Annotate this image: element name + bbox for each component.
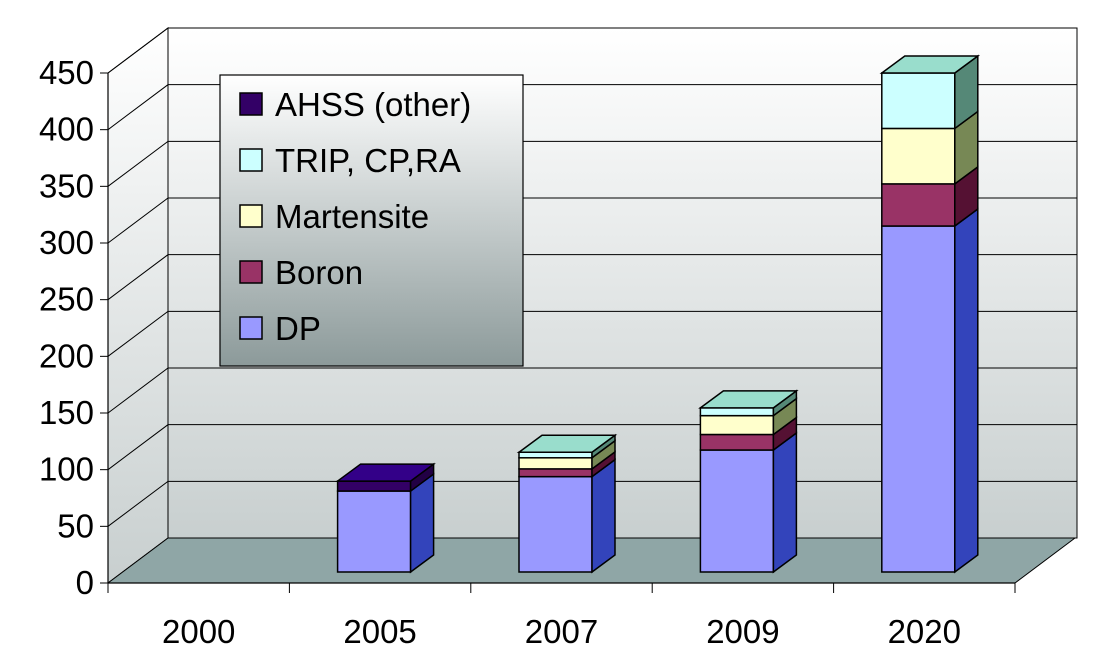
gridline [107,27,1077,74]
axes: 0 50 100 150 200 250 300 350 400 450 2000 2005 2007 2… [39,54,1016,650]
bar-segment [336,480,412,492]
legend-swatch [239,148,263,172]
bars [335,54,981,574]
legend-swatch [239,92,263,116]
bar-side [591,458,616,574]
side-wall [107,27,169,584]
bar-segment [699,433,775,451]
gridline [107,254,1077,301]
gridline [107,367,1077,414]
legend-swatch [239,260,263,284]
bar-segment [881,225,956,573]
y-tick-label: 350 [39,167,94,204]
y-tick-label: 150 [39,394,94,431]
x-tick-label: 2000 [162,613,235,650]
x-tick-label: 2020 [888,613,961,650]
y-tick-label: 450 [39,54,94,91]
legend-label: Martensite [275,198,429,235]
y-tick-label: 250 [39,281,94,318]
legend: AHSS (other) TRIP, CP,RA Martensite Boron DP [219,74,524,367]
y-tick-label: 300 [39,224,94,261]
gridline [107,197,1077,244]
legend-label: TRIP, CP,RA [275,142,461,179]
bar-side [772,431,798,574]
y-tick-label: 100 [39,451,94,488]
bar-top [698,390,799,409]
bar-top [335,463,436,482]
bar-segment [518,468,593,478]
gridlines [107,27,1077,527]
bar-segment [699,407,775,417]
bar-segment [881,127,956,185]
x-tick-label: 2005 [343,613,416,650]
bar-segment [699,414,775,436]
legend-swatch [239,316,263,340]
legend-label: Boron [275,254,363,291]
x-tick-label: 2009 [706,613,779,650]
bar-top [879,55,981,74]
legend-box [219,74,524,367]
gridline [107,140,1077,187]
gridline [107,310,1077,357]
bar-segment [699,449,775,573]
bar-top [516,434,618,453]
bar-segment [518,451,593,459]
y-tick-label: 400 [39,111,94,148]
legend-swatch [239,204,263,228]
bar-segment [336,490,412,573]
x-tick-label: 2007 [525,613,598,650]
legend-label: AHSS (other) [275,86,471,123]
bar-side [954,207,979,574]
y-tick-label: 50 [57,507,94,544]
bar-segment [518,475,593,573]
bar-segment [881,183,956,227]
legend-label: DP [275,310,321,347]
bar-segment [881,72,956,130]
y-tick-label: 200 [39,337,94,374]
y-tick-label: 0 [76,564,94,601]
bar-segment [518,457,593,470]
gridline [107,84,1077,131]
